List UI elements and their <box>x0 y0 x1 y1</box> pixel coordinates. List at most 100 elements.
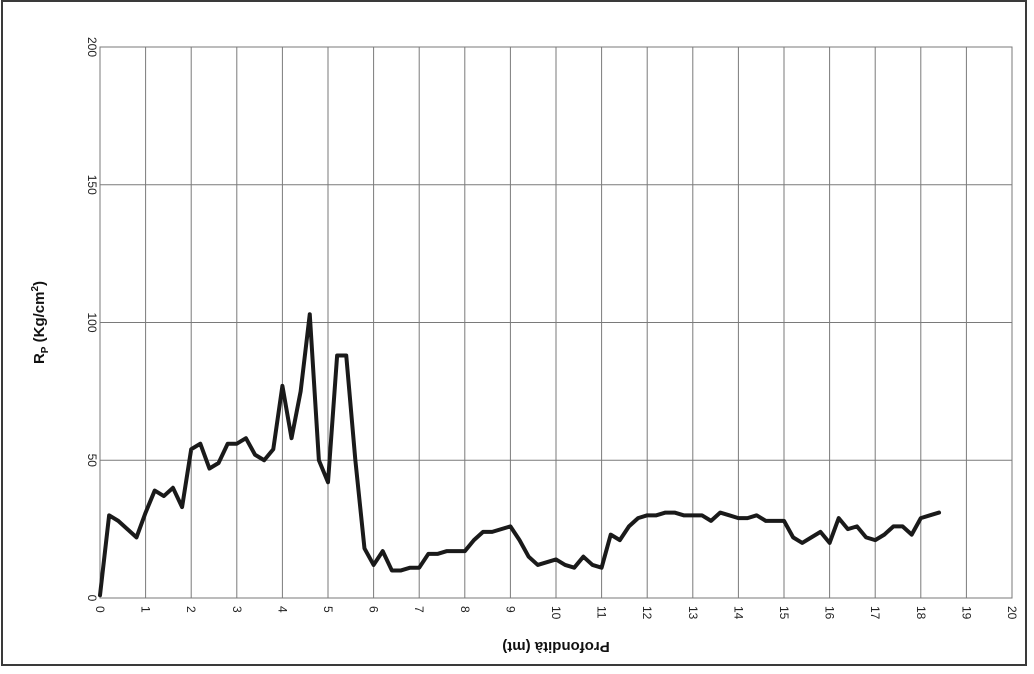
data-point <box>654 513 658 517</box>
x-tick-label: 9 <box>503 606 517 613</box>
data-point <box>362 546 367 551</box>
data-point <box>536 563 540 567</box>
y-axis-title: RP (Kg/cm2) <box>30 281 51 364</box>
data-point <box>672 510 677 515</box>
data-point <box>636 516 640 520</box>
data-point <box>563 563 567 567</box>
x-tick-label: 19 <box>959 606 973 620</box>
data-point <box>572 566 576 570</box>
x-tick-label: 16 <box>823 606 837 620</box>
data-point <box>271 447 275 451</box>
data-point <box>900 524 905 528</box>
x-tick-label: 17 <box>868 606 882 620</box>
data-point <box>107 513 111 517</box>
data-point <box>134 535 139 539</box>
data-point <box>426 552 430 556</box>
data-point <box>645 513 649 517</box>
x-tick-label: 20 <box>1005 606 1019 620</box>
data-point <box>463 549 467 553</box>
y-axis-title-subscript: P <box>40 346 51 353</box>
data-point <box>235 442 239 446</box>
data-point <box>527 555 531 559</box>
data-point <box>299 389 303 393</box>
x-tick-label: 5 <box>321 606 335 613</box>
data-point <box>718 510 722 515</box>
data-point <box>289 436 294 440</box>
x-tick-label: 7 <box>412 606 426 613</box>
data-point <box>764 519 768 523</box>
data-point <box>244 436 248 440</box>
y-tick-label: 100 <box>85 312 99 332</box>
data-point <box>609 533 613 537</box>
data-point <box>435 552 440 556</box>
data-point <box>499 527 503 531</box>
x-tick-label: 3 <box>230 606 244 613</box>
data-point <box>198 442 202 446</box>
x-tick-label: 6 <box>367 606 381 613</box>
data-point <box>454 549 458 553</box>
data-point <box>472 538 476 542</box>
data-point <box>226 442 230 446</box>
x-tick-label: 2 <box>184 606 198 613</box>
data-point <box>399 568 403 573</box>
data-point <box>317 458 321 462</box>
data-point <box>873 538 877 542</box>
data-point <box>180 505 184 509</box>
data-point <box>627 524 631 528</box>
data-point <box>308 312 312 316</box>
x-axis-title: Profondità (mt) <box>502 638 609 655</box>
grid <box>99 46 1013 599</box>
data-point <box>818 530 823 534</box>
data-point <box>800 541 804 545</box>
data-point <box>755 513 759 517</box>
series-line <box>98 312 942 598</box>
data-point <box>709 519 713 523</box>
data-point <box>727 513 731 517</box>
y-tick-label: 50 <box>85 454 99 468</box>
data-point <box>663 510 668 515</box>
x-tick-label: 10 <box>549 606 563 620</box>
data-point <box>554 557 558 562</box>
data-point <box>846 527 850 531</box>
data-point <box>919 516 923 520</box>
data-point <box>207 466 212 471</box>
y-tick-label: 200 <box>85 37 99 57</box>
x-tick-label: 11 <box>595 606 609 619</box>
data-point <box>125 527 129 531</box>
data-point <box>745 516 750 520</box>
data-point <box>910 533 914 537</box>
y-axis-title-close: ) <box>31 281 48 286</box>
data-point <box>144 510 148 515</box>
data-point <box>855 524 859 528</box>
data-point <box>344 353 348 358</box>
data-point <box>791 535 795 539</box>
data-point <box>390 568 394 573</box>
data-point <box>353 458 357 462</box>
y-axis-title-superscript: 2 <box>30 286 41 292</box>
data-point <box>153 488 157 493</box>
data-point <box>837 516 841 520</box>
data-point <box>882 533 886 537</box>
data-point <box>280 384 284 388</box>
data-point <box>928 513 932 517</box>
plot-area <box>99 46 1013 599</box>
x-tick-label: 18 <box>914 606 928 620</box>
x-tick-label: 12 <box>640 606 654 620</box>
x-tick-label: 8 <box>458 606 472 613</box>
data-point <box>326 480 330 484</box>
data-point <box>809 535 813 539</box>
y-axis-title-unit: (Kg/cm <box>31 292 48 347</box>
data-point <box>116 519 120 523</box>
data-point <box>335 353 339 358</box>
data-point <box>581 555 585 559</box>
data-point <box>828 541 832 545</box>
data-point <box>773 519 777 523</box>
data-point <box>189 447 193 451</box>
x-tick-label: 13 <box>686 606 700 620</box>
y-tick-labels: 0 50 100 150 200 <box>85 37 99 602</box>
data-point <box>891 524 896 528</box>
x-tick-labels: 0 1 2 3 4 5 6 7 8 9 10 11 12 13 14 15 16 17 18 19 20 <box>93 606 1019 620</box>
data-point <box>545 560 549 564</box>
data-point <box>381 549 385 553</box>
